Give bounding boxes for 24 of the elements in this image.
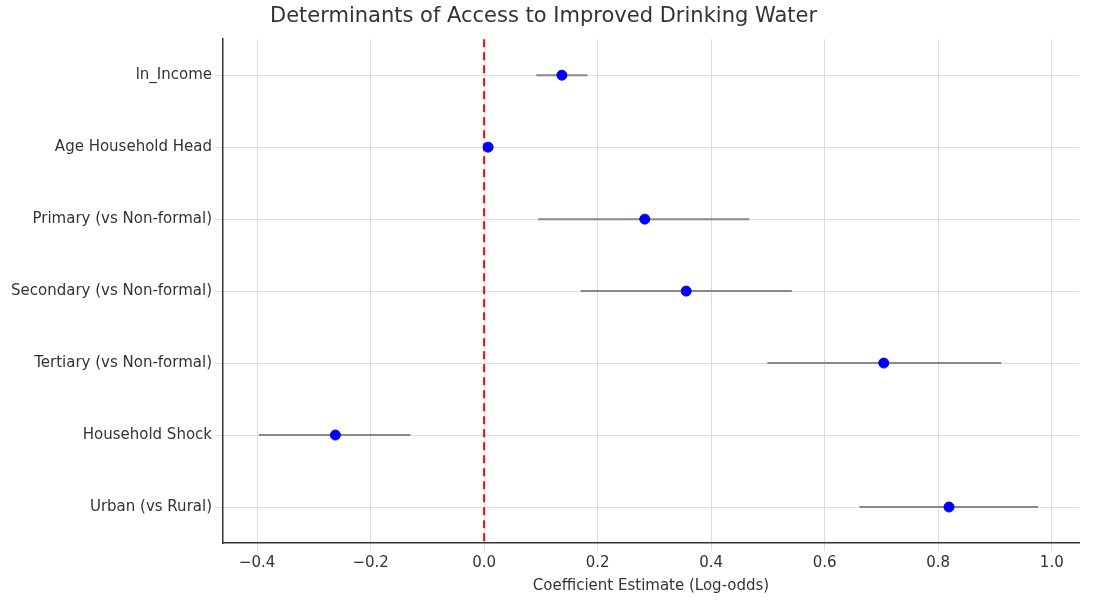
y-tick-label: Household Shock	[82, 424, 213, 443]
chart-title: Determinants of Access to Improved Drinking Water	[269, 3, 818, 28]
x-tick-label: 0.8	[926, 552, 951, 571]
y-tick-label: Age Household Head	[54, 137, 213, 156]
x-tick-label: −0.2	[352, 552, 389, 571]
point	[639, 213, 651, 225]
x-tick-label: 0.6	[812, 552, 837, 571]
point	[680, 285, 692, 297]
point	[878, 357, 890, 369]
point	[943, 501, 955, 513]
y-tick-label: Secondary (vs Non-formal)	[10, 280, 213, 299]
point	[482, 141, 494, 153]
x-tick-label: 0.2	[585, 552, 610, 571]
x-tick-label: 0.0	[472, 552, 497, 571]
x-tick-label: 1.0	[1039, 552, 1064, 571]
y-tick-label: ln_Income	[135, 65, 213, 85]
x-tick-label: 0.4	[699, 552, 724, 571]
x-tick-label: −0.4	[238, 552, 276, 571]
point	[556, 69, 568, 81]
x-axis-title: Coefficient Estimate (Log-odds)	[532, 575, 770, 594]
y-tick-label: Primary (vs Non-formal)	[32, 209, 213, 228]
y-tick-label: Urban (vs Rural)	[89, 496, 213, 515]
point	[329, 429, 341, 441]
y-tick-label: Tertiary (vs Non-formal)	[33, 352, 213, 371]
